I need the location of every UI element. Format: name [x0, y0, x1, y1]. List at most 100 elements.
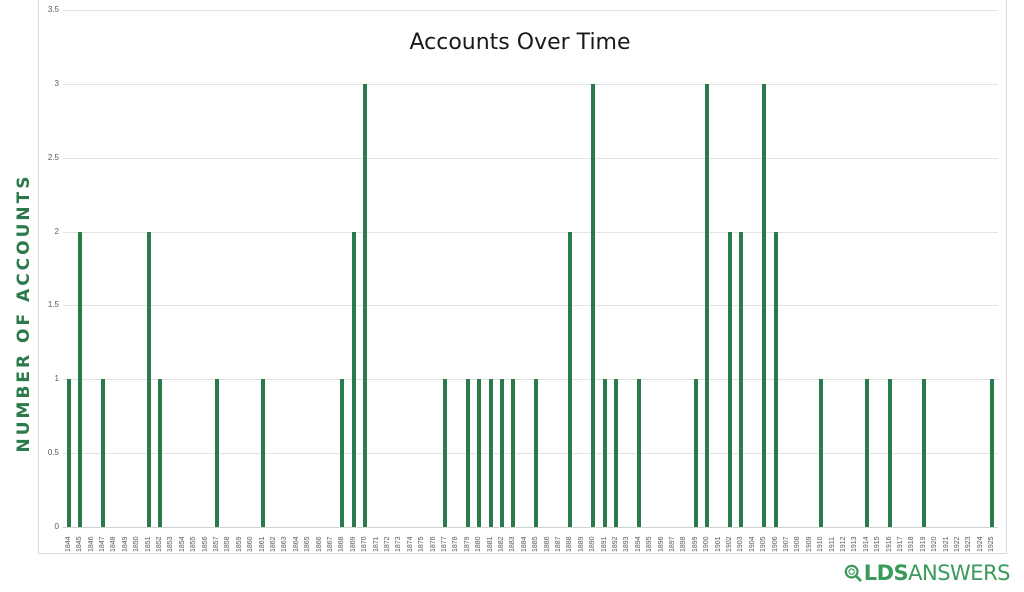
x-tick-label: 1866	[315, 536, 323, 552]
x-tick-label: 1896	[657, 536, 665, 552]
x-tick-label: 1851	[144, 536, 152, 552]
gridline	[63, 158, 998, 159]
bar-1857	[214, 379, 219, 527]
bar-1882	[499, 379, 504, 527]
gridline	[63, 305, 998, 306]
x-tick-label: 1892	[612, 536, 620, 552]
x-tick-label: 1874	[406, 536, 414, 552]
x-tick-label: 1878	[452, 536, 460, 552]
x-tick-label: 1885	[532, 536, 540, 552]
x-tick-label: 1865	[304, 536, 312, 552]
x-tick-label: 1897	[669, 536, 677, 552]
x-tick-label: 1903	[737, 536, 745, 552]
bar-1894	[636, 379, 641, 527]
logo-text-light: ANSWERS	[908, 561, 1010, 585]
x-tick-label: 1871	[372, 536, 380, 552]
x-tick-label: 1923	[965, 536, 973, 552]
bar-1890	[591, 83, 596, 527]
x-tick-label: 1907	[783, 536, 791, 552]
chart-frame	[38, 0, 1007, 554]
x-tick-label: 1890	[589, 536, 597, 552]
bar-1870	[363, 83, 368, 527]
y-tick-label: 3.5	[47, 5, 59, 14]
x-tick-label: 1856	[201, 536, 209, 552]
x-tick-label: 1858	[224, 536, 232, 552]
bar-1888	[568, 231, 573, 527]
y-tick-label: 0	[54, 522, 59, 531]
bar-1844	[66, 379, 71, 527]
chart-title: Accounts Over Time	[409, 30, 631, 55]
x-tick-label: 1882	[497, 536, 505, 552]
x-tick-label: 1855	[190, 536, 198, 552]
bar-1919	[921, 379, 926, 527]
bar-1869	[351, 231, 356, 527]
lds-answers-logo: LDS ANSWERS	[844, 560, 1010, 586]
x-tick-label: 1845	[76, 536, 84, 552]
x-tick-label: 1916	[885, 536, 893, 552]
x-tick-label: 1876	[429, 536, 437, 552]
x-tick-label: 1862	[269, 536, 277, 552]
bar-1877	[442, 379, 447, 527]
x-tick-label: 1899	[691, 536, 699, 552]
x-tick-label: 1867	[326, 536, 334, 552]
y-tick-label: 1.5	[47, 300, 59, 309]
x-tick-label: 1846	[87, 536, 95, 552]
magnifier-logo-icon	[844, 564, 862, 582]
x-tick-label: 1895	[646, 536, 654, 552]
x-tick-label: 1844	[64, 536, 72, 552]
x-tick-label: 1888	[566, 536, 574, 552]
x-tick-label: 1864	[292, 536, 300, 552]
x-tick-label: 1857	[212, 536, 220, 552]
y-axis-label: NUMBER OF ACCOUNTS	[14, 173, 34, 453]
x-tick-label: 1912	[840, 536, 848, 552]
x-tick-label: 1891	[600, 536, 608, 552]
bar-1906	[773, 231, 778, 527]
x-tick-label: 1852	[155, 536, 163, 552]
x-tick-label: 1905	[760, 536, 768, 552]
x-tick-label: 1893	[623, 536, 631, 552]
bar-1881	[488, 379, 493, 527]
x-axis-line	[63, 527, 998, 528]
x-tick-label: 1853	[167, 536, 175, 552]
x-tick-label: 1884	[520, 536, 528, 552]
x-tick-label: 1886	[543, 536, 551, 552]
x-tick-label: 1894	[634, 536, 642, 552]
x-tick-label: 1915	[874, 536, 882, 552]
x-tick-label: 1873	[395, 536, 403, 552]
y-tick-label: 1	[54, 374, 59, 383]
x-tick-label: 1908	[794, 536, 802, 552]
bar-1847	[100, 379, 105, 527]
x-tick-label: 1881	[486, 536, 494, 552]
x-tick-label: 1863	[281, 536, 289, 552]
bar-1899	[693, 379, 698, 527]
y-tick-label: 2.5	[47, 153, 59, 162]
bar-1903	[739, 231, 744, 527]
x-tick-label: 1847	[98, 536, 106, 552]
x-tick-label: 1880	[475, 536, 483, 552]
x-tick-label: 1920	[931, 536, 939, 552]
bar-1861	[260, 379, 265, 527]
x-tick-label: 1909	[805, 536, 813, 552]
gridline	[63, 84, 998, 85]
x-tick-label: 1922	[954, 536, 962, 552]
x-tick-label: 1921	[942, 536, 950, 552]
x-tick-label: 1875	[418, 536, 426, 552]
x-tick-label: 1887	[555, 536, 562, 552]
bar-1900	[705, 83, 710, 527]
bar-1879	[465, 379, 470, 527]
bar-1852	[157, 379, 162, 527]
x-tick-label: 1925	[988, 536, 996, 552]
bar-1910	[819, 379, 824, 527]
bar-1914	[864, 379, 869, 527]
gridline	[63, 453, 998, 454]
gridline	[63, 232, 998, 233]
x-tick-label: 1877	[440, 536, 448, 552]
bar-1883	[511, 379, 516, 527]
bar-1902	[728, 231, 733, 527]
x-tick-label: 1917	[897, 536, 905, 552]
x-tick-label: 1860	[247, 536, 255, 552]
gridline	[63, 379, 998, 380]
x-tick-label: 1914	[862, 536, 870, 552]
x-tick-label: 1861	[258, 536, 266, 552]
x-tick-label: 1854	[178, 536, 186, 552]
